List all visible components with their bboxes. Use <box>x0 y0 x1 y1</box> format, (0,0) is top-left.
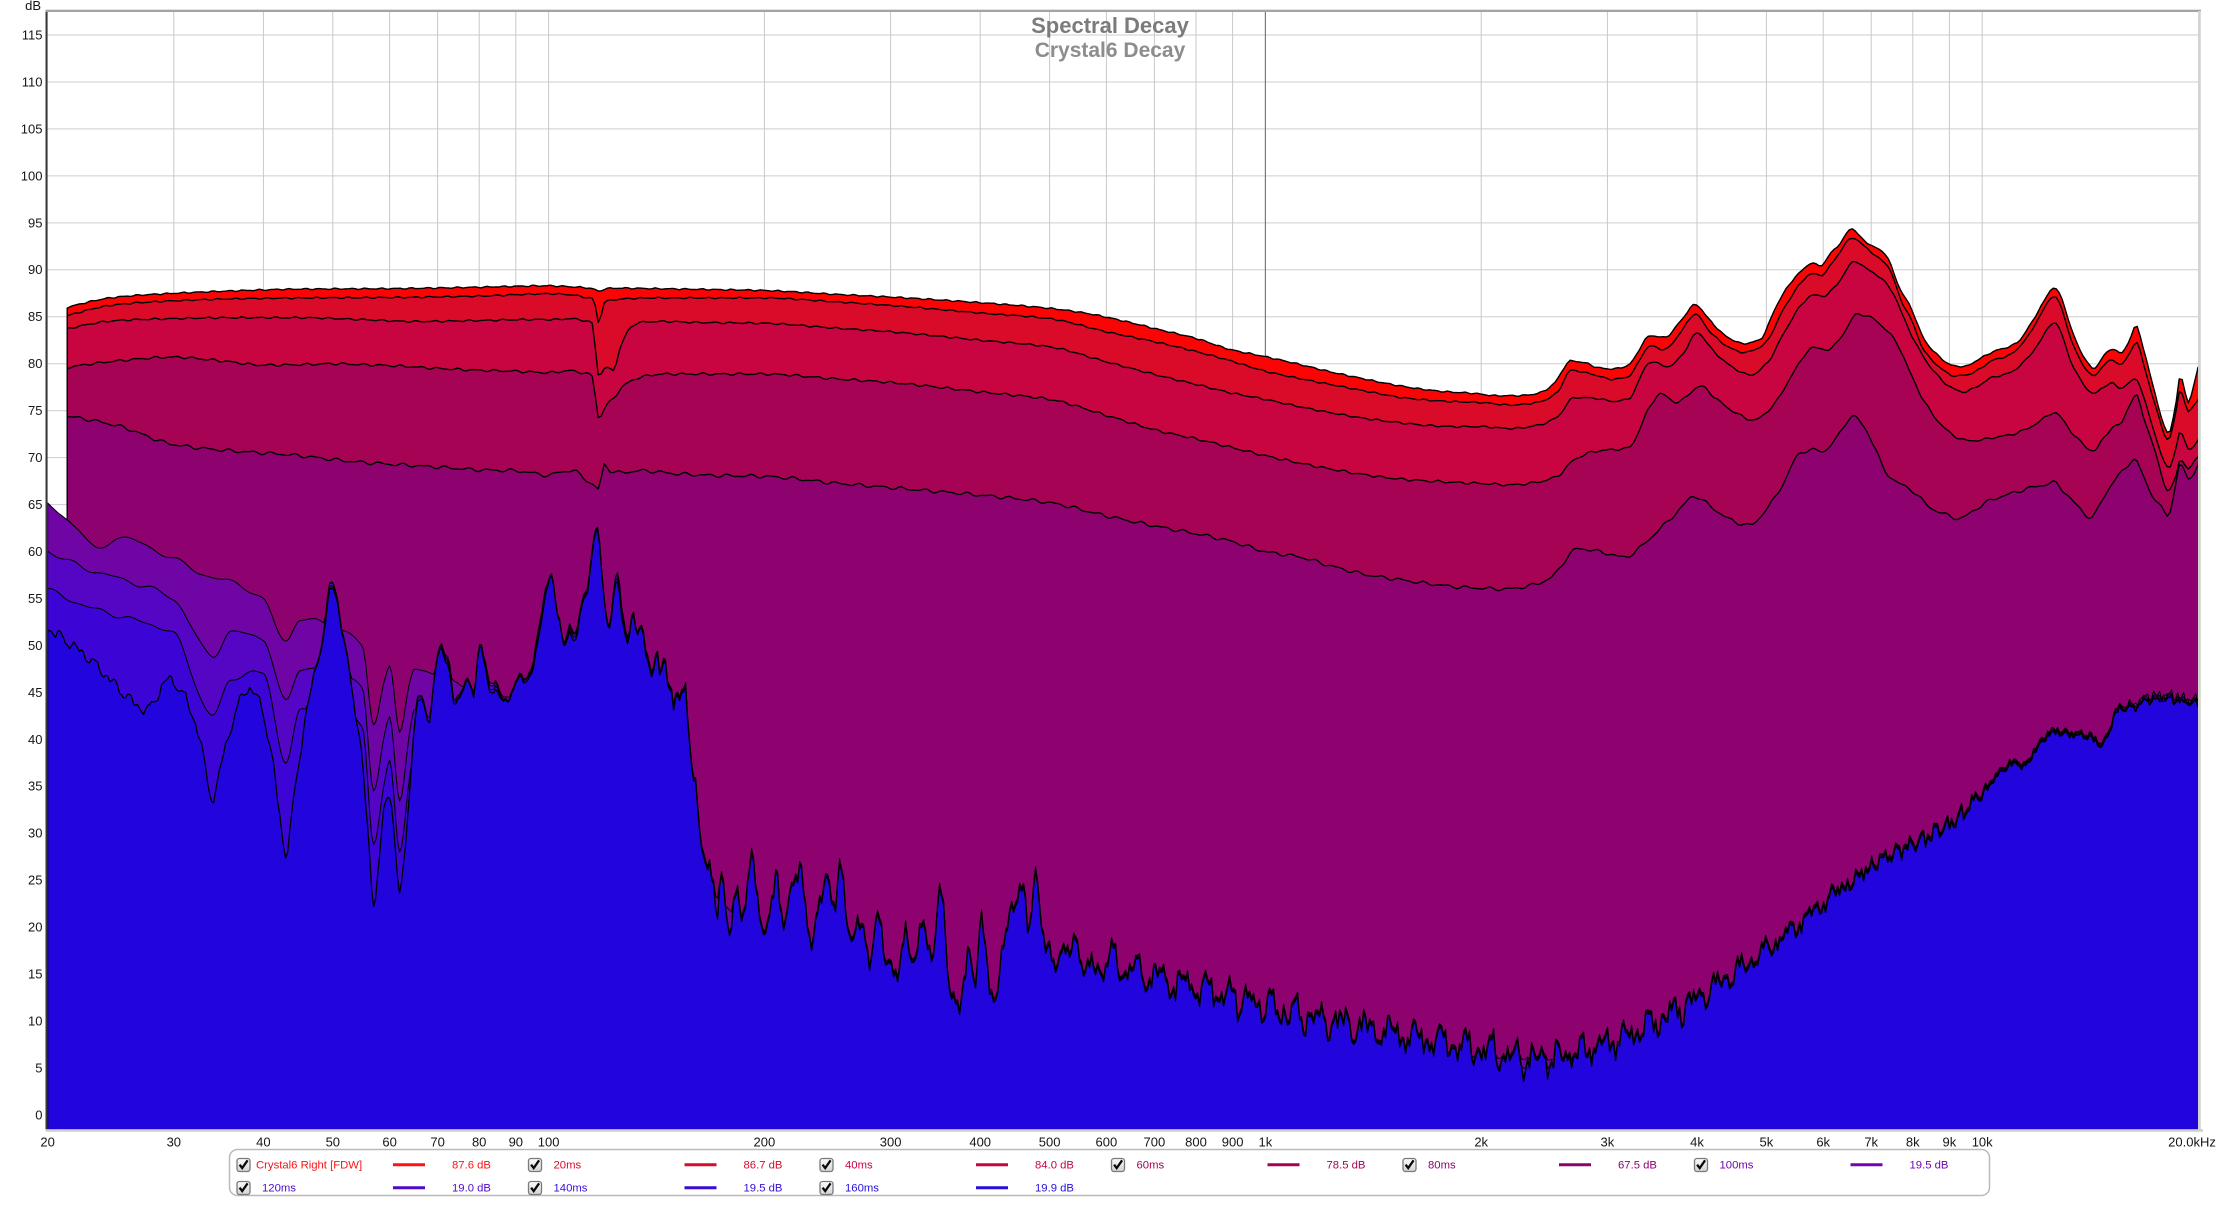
svg-text:120ms: 120ms <box>262 1183 296 1195</box>
svg-text:500: 500 <box>1039 1135 1061 1150</box>
svg-text:400: 400 <box>969 1135 991 1150</box>
svg-text:700: 700 <box>1144 1135 1166 1150</box>
svg-text:40: 40 <box>28 732 42 747</box>
svg-text:15: 15 <box>28 967 42 982</box>
svg-text:Crystal6 Decay: Crystal6 Decay <box>1035 39 1186 62</box>
svg-text:90: 90 <box>28 262 42 277</box>
svg-text:115: 115 <box>22 27 43 42</box>
svg-text:35: 35 <box>28 779 42 794</box>
svg-text:Crystal6 Right [FDW]: Crystal6 Right [FDW] <box>256 1160 362 1172</box>
svg-text:90: 90 <box>509 1135 523 1150</box>
svg-text:80: 80 <box>28 356 42 371</box>
svg-text:19.0 dB: 19.0 dB <box>452 1183 491 1195</box>
svg-text:70: 70 <box>430 1135 444 1150</box>
svg-text:10k: 10k <box>1972 1135 1993 1150</box>
svg-text:50: 50 <box>326 1135 340 1150</box>
svg-text:5k: 5k <box>1760 1135 1774 1150</box>
svg-text:10: 10 <box>28 1014 42 1029</box>
svg-text:105: 105 <box>21 121 43 136</box>
svg-text:Spectral Decay: Spectral Decay <box>1031 13 1190 38</box>
svg-text:19.5 dB: 19.5 dB <box>744 1183 783 1195</box>
svg-text:3k: 3k <box>1601 1135 1615 1150</box>
svg-text:100ms: 100ms <box>1720 1160 1754 1172</box>
svg-text:300: 300 <box>880 1135 902 1150</box>
svg-text:20: 20 <box>40 1135 54 1150</box>
svg-text:75: 75 <box>28 403 42 418</box>
svg-text:85: 85 <box>28 309 42 324</box>
svg-text:25: 25 <box>28 873 42 888</box>
svg-text:160ms: 160ms <box>845 1183 879 1195</box>
svg-text:45: 45 <box>28 685 42 700</box>
svg-text:80: 80 <box>472 1135 486 1150</box>
svg-text:30: 30 <box>28 826 42 841</box>
svg-text:30: 30 <box>167 1135 181 1150</box>
svg-text:100: 100 <box>538 1135 560 1150</box>
svg-text:84.0 dB: 84.0 dB <box>1035 1160 1074 1172</box>
svg-text:65: 65 <box>28 497 42 512</box>
svg-text:800: 800 <box>1185 1135 1207 1150</box>
svg-text:110: 110 <box>22 74 43 89</box>
svg-text:40ms: 40ms <box>845 1160 873 1172</box>
svg-text:78.5 dB: 78.5 dB <box>1327 1160 1366 1172</box>
svg-text:95: 95 <box>28 215 42 230</box>
svg-text:50: 50 <box>28 638 42 653</box>
svg-text:0: 0 <box>35 1107 42 1122</box>
svg-text:600: 600 <box>1096 1135 1118 1150</box>
svg-text:1k: 1k <box>1259 1135 1273 1150</box>
svg-text:19.9 dB: 19.9 dB <box>1035 1183 1074 1195</box>
svg-text:55: 55 <box>28 591 42 606</box>
svg-text:20ms: 20ms <box>554 1160 582 1172</box>
svg-text:100: 100 <box>21 168 43 183</box>
svg-text:2k: 2k <box>1474 1135 1488 1150</box>
svg-text:80ms: 80ms <box>1428 1160 1456 1172</box>
svg-text:20: 20 <box>28 920 42 935</box>
svg-text:9k: 9k <box>1943 1135 1957 1150</box>
svg-text:7k: 7k <box>1864 1135 1878 1150</box>
svg-text:87.6 dB: 87.6 dB <box>452 1160 491 1172</box>
svg-text:67.5 dB: 67.5 dB <box>1618 1160 1657 1172</box>
svg-text:200: 200 <box>754 1135 776 1150</box>
svg-text:19.5 dB: 19.5 dB <box>1910 1160 1949 1172</box>
svg-text:86.7 dB: 86.7 dB <box>744 1160 783 1172</box>
svg-text:60ms: 60ms <box>1137 1160 1165 1172</box>
svg-text:dB: dB <box>25 0 41 13</box>
svg-text:6k: 6k <box>1816 1135 1830 1150</box>
svg-text:140ms: 140ms <box>554 1183 588 1195</box>
svg-text:60: 60 <box>382 1135 396 1150</box>
svg-text:900: 900 <box>1222 1135 1244 1150</box>
svg-text:5: 5 <box>35 1060 42 1075</box>
svg-text:70: 70 <box>28 450 42 465</box>
svg-text:20.0kHz: 20.0kHz <box>2168 1135 2216 1150</box>
svg-text:4k: 4k <box>1690 1135 1704 1150</box>
svg-text:60: 60 <box>28 544 42 559</box>
svg-text:40: 40 <box>256 1135 270 1150</box>
svg-text:8k: 8k <box>1906 1135 1920 1150</box>
